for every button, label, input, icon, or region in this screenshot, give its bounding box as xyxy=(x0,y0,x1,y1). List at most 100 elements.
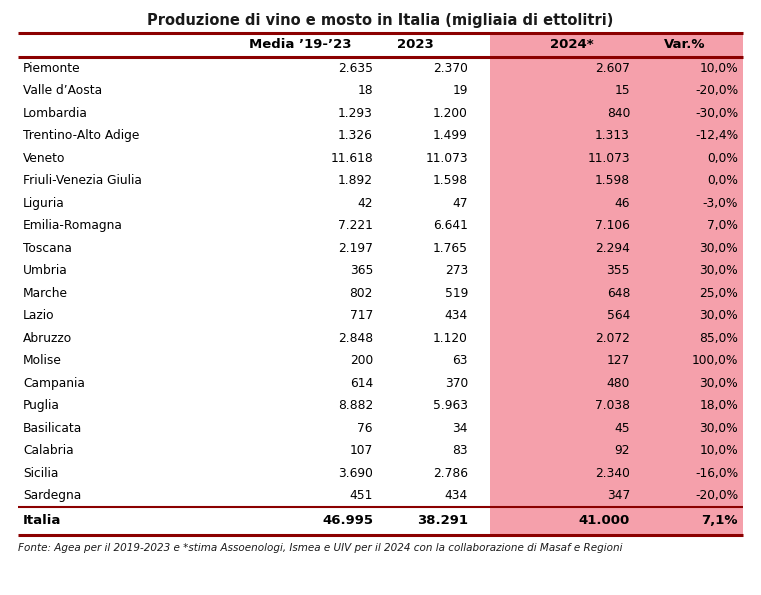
Bar xyxy=(490,192,743,215)
Text: Piemonte: Piemonte xyxy=(23,62,81,75)
Bar xyxy=(490,170,743,192)
Bar xyxy=(18,349,490,372)
Text: Media ’19-’23: Media ’19-’23 xyxy=(249,39,352,52)
Text: 2023: 2023 xyxy=(396,39,433,52)
Text: 38.291: 38.291 xyxy=(417,515,468,528)
Bar xyxy=(18,124,490,147)
Text: Marche: Marche xyxy=(23,287,68,300)
Text: 92: 92 xyxy=(614,444,630,457)
Text: 2.370: 2.370 xyxy=(433,62,468,75)
Text: 30,0%: 30,0% xyxy=(699,422,738,435)
Bar xyxy=(18,170,490,192)
Text: 1.200: 1.200 xyxy=(433,107,468,120)
Text: 2.294: 2.294 xyxy=(595,242,630,255)
Bar xyxy=(18,417,490,440)
Text: Liguria: Liguria xyxy=(23,197,65,210)
Bar xyxy=(490,282,743,305)
Bar xyxy=(490,259,743,282)
Text: 2024*: 2024* xyxy=(550,39,594,52)
Text: Sardegna: Sardegna xyxy=(23,489,81,502)
Text: 1.499: 1.499 xyxy=(433,129,468,142)
Text: Toscana: Toscana xyxy=(23,242,72,255)
Bar xyxy=(490,147,743,170)
Text: Abruzzo: Abruzzo xyxy=(23,332,72,345)
Text: 11.073: 11.073 xyxy=(587,152,630,165)
Bar xyxy=(490,372,743,394)
Bar xyxy=(18,80,490,102)
Bar xyxy=(490,33,743,57)
Text: Molise: Molise xyxy=(23,354,62,367)
Bar xyxy=(18,147,490,170)
Bar xyxy=(490,484,743,507)
Text: 614: 614 xyxy=(350,377,373,390)
Text: 7,1%: 7,1% xyxy=(702,515,738,528)
Bar xyxy=(490,215,743,237)
Text: 0,0%: 0,0% xyxy=(707,152,738,165)
Text: 200: 200 xyxy=(350,354,373,367)
Bar xyxy=(490,102,743,124)
Text: Fonte: Agea per il 2019-2023 e *stima Assoenologi, Ismea e UIV per il 2024 con l: Fonte: Agea per il 2019-2023 e *stima As… xyxy=(18,543,622,553)
Text: Italia: Italia xyxy=(23,515,62,528)
Bar xyxy=(490,57,743,80)
Text: 434: 434 xyxy=(444,489,468,502)
Text: Trentino-Alto Adige: Trentino-Alto Adige xyxy=(23,129,139,142)
Text: 100,0%: 100,0% xyxy=(692,354,738,367)
Bar xyxy=(490,327,743,349)
Text: 1.765: 1.765 xyxy=(433,242,468,255)
Text: Friuli-Venezia Giulia: Friuli-Venezia Giulia xyxy=(23,174,142,187)
Text: 30,0%: 30,0% xyxy=(699,377,738,390)
Text: 10,0%: 10,0% xyxy=(699,62,738,75)
Text: 1.598: 1.598 xyxy=(595,174,630,187)
Text: Sicilia: Sicilia xyxy=(23,466,59,480)
Text: 83: 83 xyxy=(452,444,468,457)
Text: 1.892: 1.892 xyxy=(338,174,373,187)
Text: 18: 18 xyxy=(358,84,373,97)
Text: 15: 15 xyxy=(614,84,630,97)
Text: 11.618: 11.618 xyxy=(330,152,373,165)
Bar xyxy=(18,484,490,507)
Text: Produzione di vino e mosto in Italia (migliaia di ettolitri): Produzione di vino e mosto in Italia (mi… xyxy=(148,12,613,27)
Text: 30,0%: 30,0% xyxy=(699,309,738,322)
Text: 355: 355 xyxy=(607,264,630,277)
Text: 10,0%: 10,0% xyxy=(699,444,738,457)
Bar xyxy=(18,192,490,215)
Text: 434: 434 xyxy=(444,309,468,322)
Bar xyxy=(18,305,490,327)
Bar xyxy=(18,102,490,124)
Text: Lazio: Lazio xyxy=(23,309,55,322)
Text: 2.848: 2.848 xyxy=(338,332,373,345)
Text: 34: 34 xyxy=(453,422,468,435)
Text: Umbria: Umbria xyxy=(23,264,68,277)
Bar xyxy=(18,57,490,80)
Text: Emilia-Romagna: Emilia-Romagna xyxy=(23,219,123,232)
Text: -30,0%: -30,0% xyxy=(695,107,738,120)
Text: 46.995: 46.995 xyxy=(322,515,373,528)
Bar xyxy=(490,417,743,440)
Bar xyxy=(18,327,490,349)
Bar xyxy=(490,124,743,147)
Bar xyxy=(18,394,490,417)
Text: 7.106: 7.106 xyxy=(595,219,630,232)
Bar xyxy=(18,237,490,259)
Text: 127: 127 xyxy=(607,354,630,367)
Bar xyxy=(18,372,490,394)
Bar xyxy=(490,349,743,372)
Bar xyxy=(18,507,490,535)
Text: 717: 717 xyxy=(350,309,373,322)
Bar xyxy=(18,440,490,462)
Text: 802: 802 xyxy=(349,287,373,300)
Text: 1.313: 1.313 xyxy=(595,129,630,142)
Bar xyxy=(18,215,490,237)
Text: -20,0%: -20,0% xyxy=(695,489,738,502)
Text: 1.120: 1.120 xyxy=(433,332,468,345)
Bar xyxy=(490,394,743,417)
Text: 648: 648 xyxy=(607,287,630,300)
Bar xyxy=(490,237,743,259)
Bar xyxy=(490,440,743,462)
Text: 47: 47 xyxy=(453,197,468,210)
Text: 76: 76 xyxy=(358,422,373,435)
Text: 2.340: 2.340 xyxy=(595,466,630,480)
Text: 840: 840 xyxy=(607,107,630,120)
Text: -12,4%: -12,4% xyxy=(695,129,738,142)
Text: 7.221: 7.221 xyxy=(338,219,373,232)
